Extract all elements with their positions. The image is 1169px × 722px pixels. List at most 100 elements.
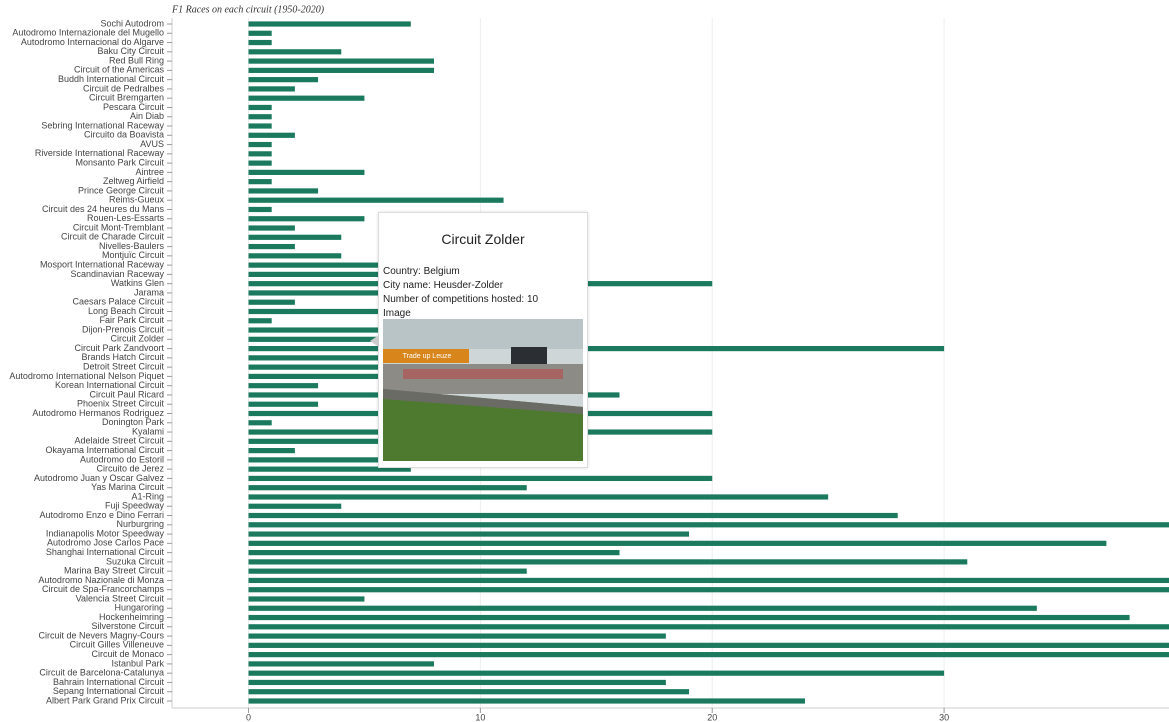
bar	[248, 420, 272, 426]
y-tick-label: Red Bull Ring	[109, 55, 164, 65]
x-tick-label: 0	[246, 712, 251, 722]
bar	[248, 475, 713, 482]
y-tick-label: Ain Diab	[130, 111, 164, 121]
y-tick-label: A1-Ring	[131, 491, 164, 501]
bar	[248, 531, 690, 537]
bar	[248, 49, 342, 55]
bar	[248, 596, 365, 602]
y-tick-label: Adelaide Street Circuit	[74, 436, 164, 446]
bar	[248, 633, 666, 639]
y-tick-label: Reims-Gueux	[109, 195, 165, 205]
y-tick-label: Fuji Speedway	[105, 501, 165, 511]
bar	[248, 550, 620, 556]
y-tick-label: Detroit Street Circuit	[83, 362, 165, 372]
y-tick-label: Autodromo do Estoril	[80, 454, 164, 464]
circuit-image: Trade up Leuze	[383, 319, 583, 461]
y-tick-label: Valencia Street Circuit	[76, 593, 165, 603]
y-tick-label: Rouen-Les-Essarts	[87, 213, 165, 223]
y-tick-label: Circuit Bremgarten	[89, 93, 164, 103]
bar	[248, 494, 829, 500]
y-tick-label: Circuit de Nevers Magny-Cours	[38, 630, 164, 640]
bar	[248, 345, 945, 352]
y-tick-label: Caesars Palace Circuit	[72, 297, 164, 307]
y-tick-label: Circuit of the Americas	[74, 65, 165, 75]
y-tick-label: Buddh International Circuit	[58, 74, 165, 84]
y-tick-label: Circuit de Spa-Francorchamps	[42, 584, 165, 594]
bar	[248, 670, 945, 676]
y-tick-label: Shanghai International Circuit	[46, 547, 165, 557]
y-tick-label: Pescara Circuit	[103, 102, 165, 112]
bar	[248, 169, 365, 175]
bar	[248, 132, 295, 138]
bar	[248, 262, 435, 268]
bar	[248, 216, 365, 222]
y-tick-label: Bahrain International Circuit	[53, 677, 165, 687]
tooltip-field-label: Country:	[383, 266, 421, 277]
bar	[248, 661, 435, 667]
y-tick-label: Prince George Circuit	[78, 185, 165, 195]
y-tick-label: Autodromo Hermanos Rodriguez	[32, 408, 164, 418]
y-tick-label: Circuito da Boavista	[84, 130, 164, 140]
y-tick-label: Circuit Park Zandvoort	[74, 343, 164, 353]
y-tick-label: Istanbul Park	[111, 658, 164, 668]
y-tick-label: Suzuka Circuit	[106, 556, 165, 566]
bar	[248, 95, 365, 101]
bar	[248, 448, 295, 454]
bar	[248, 188, 319, 194]
y-tick-label: Albert Park Grand Prix Circuit	[46, 695, 165, 705]
bar	[248, 234, 342, 240]
tooltip-field-label: City name:	[383, 280, 431, 291]
y-tick-label: Circuit des 24 heures du Mans	[42, 204, 165, 214]
bar	[248, 540, 1107, 546]
bar	[248, 522, 1169, 528]
tooltip-field: Number of competitions hosted: 10	[379, 293, 587, 307]
y-tick-label: Montjuïc Circuit	[102, 250, 165, 260]
bar	[248, 243, 295, 250]
y-tick-label: Korean International Circuit	[55, 380, 165, 390]
bar	[248, 401, 319, 407]
x-tick-label: 20	[707, 712, 717, 722]
bar	[248, 86, 295, 92]
bar	[248, 197, 504, 203]
y-tick-label: Monsanto Park Circuit	[75, 157, 164, 167]
y-tick-label: Marina Bay Street Circuit	[64, 566, 165, 576]
y-tick-label: Indianapolis Motor Speedway	[46, 528, 165, 538]
y-tick-label: Phoenix Street Circuit	[77, 399, 165, 409]
bar	[248, 364, 411, 370]
bar	[248, 39, 272, 46]
bar	[248, 512, 898, 519]
bar	[248, 577, 1169, 584]
tooltip-title: Circuit Zolder	[441, 231, 525, 247]
bar	[248, 206, 272, 213]
y-tick-label: Baku City Circuit	[97, 46, 164, 56]
y-tick-label: Autodromo Juan y Oscar Galvez	[34, 473, 165, 483]
y-tick-label: Brands Hatch Circuit	[81, 352, 164, 362]
y-tick-label: Sebring International Raceway	[41, 120, 164, 130]
tooltip-fields: Country: Belgium City name: Heusder-Zolde…	[379, 265, 587, 307]
tooltip-arrow	[370, 335, 379, 347]
bar	[248, 587, 1169, 593]
tooltip-field: Country: Belgium	[379, 265, 587, 279]
tooltip-field-value: Belgium	[423, 266, 460, 277]
y-tick-label: Riverside International Raceway	[35, 148, 165, 158]
y-tick-label: Hockenheimring	[99, 612, 164, 622]
bar	[248, 503, 342, 509]
y-tick-label: Okayama International Circuit	[45, 445, 164, 455]
y-tick-label: Hungaroring	[114, 603, 164, 613]
bar	[248, 21, 411, 27]
y-tick-label: Scandinavian Raceway	[70, 269, 164, 279]
bar	[248, 141, 272, 148]
tooltip-field-value: Heusder-Zolder	[433, 280, 504, 291]
bar	[248, 485, 527, 491]
y-tick-label: Mosport International Raceway	[40, 259, 165, 269]
bar	[248, 614, 1130, 621]
bar	[248, 373, 481, 380]
tooltip-image-label: Image	[383, 308, 411, 319]
y-tick-label: Autodromo Jose Carlos Pace	[47, 538, 164, 548]
bar	[248, 336, 481, 342]
bar	[248, 698, 805, 704]
bar	[248, 123, 272, 129]
grid	[248, 18, 945, 708]
bar	[248, 466, 411, 472]
bar	[248, 67, 435, 73]
